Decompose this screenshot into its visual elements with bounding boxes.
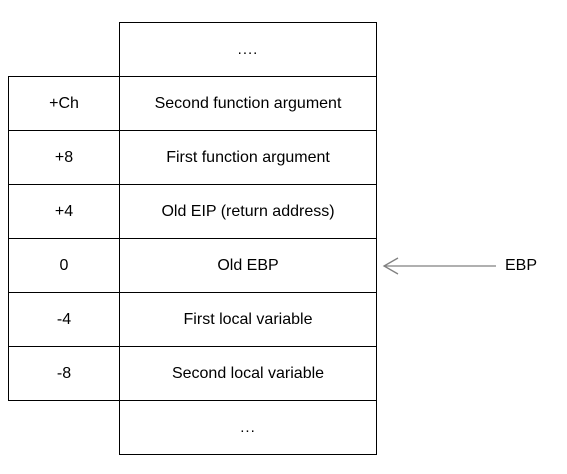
- stack-top-continuation: ....: [119, 22, 377, 77]
- offset-cell-3: 0: [8, 238, 120, 293]
- offset-cell-5: -8: [8, 346, 120, 401]
- offset-cell-2: +4: [8, 184, 120, 239]
- offset-label: +4: [54, 202, 74, 220]
- stack-cell-label: Old EIP (return address): [161, 202, 335, 220]
- offset-cell-0: +Ch: [8, 76, 120, 131]
- ebp-arrow-head: [382, 257, 399, 275]
- stack-cell-old-ebp: Old EBP: [119, 238, 377, 293]
- offset-label: -4: [56, 310, 72, 328]
- stack-cell-label: Second local variable: [171, 364, 325, 382]
- offset-label: 0: [59, 256, 69, 274]
- stack-cell-first-function-argument: First function argument: [119, 130, 377, 185]
- stack-cell-label: First function argument: [166, 148, 330, 166]
- top-ellipsis-text: ....: [237, 41, 259, 58]
- offset-label: +8: [54, 148, 74, 166]
- ebp-pointer-label: EBP: [505, 257, 538, 274]
- stack-bottom-continuation: ...: [119, 400, 377, 455]
- offset-cell-1: +8: [8, 130, 120, 185]
- stack-cell-label: Old EBP: [217, 256, 279, 274]
- stack-cell-label: First local variable: [183, 310, 313, 328]
- offset-cell-4: -4: [8, 292, 120, 347]
- stack-cell-label: Second function argument: [154, 94, 342, 112]
- stack-cell-old-eip: Old EIP (return address): [119, 184, 377, 239]
- bottom-ellipsis-text: ...: [240, 419, 256, 436]
- stack-cell-second-local-variable: Second local variable: [119, 346, 377, 401]
- offset-label: +Ch: [49, 94, 79, 112]
- stack-cell-second-function-argument: Second function argument: [119, 76, 377, 131]
- stack-cell-first-local-variable: First local variable: [119, 292, 377, 347]
- offset-label: -8: [56, 364, 72, 382]
- ebp-pointer-arrow-icon: [382, 257, 496, 275]
